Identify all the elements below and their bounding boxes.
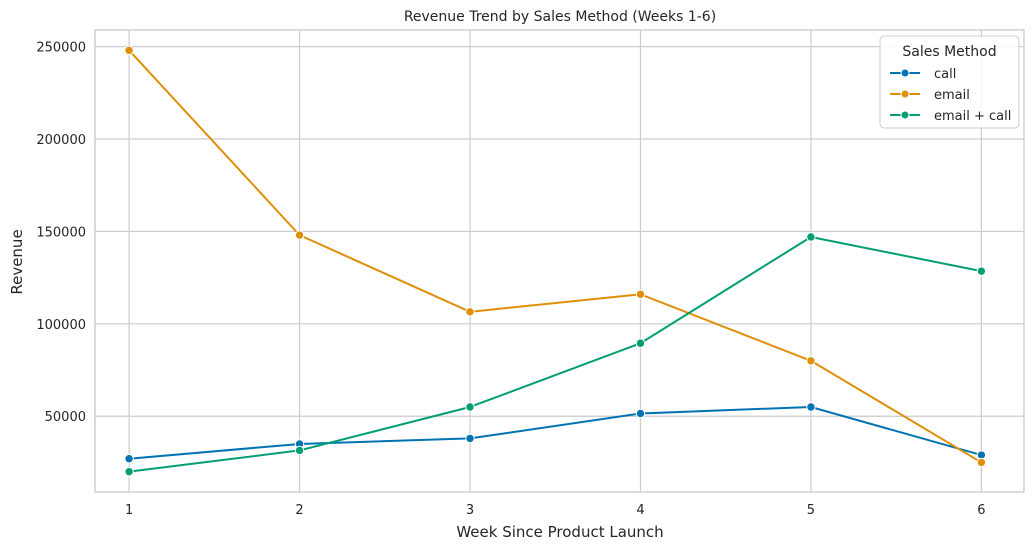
legend-title: Sales Method — [902, 44, 996, 60]
data-point — [635, 408, 646, 419]
legend-label: email — [934, 88, 970, 103]
x-axis-label: Week Since Product Launch — [456, 523, 663, 541]
data-point — [465, 307, 475, 317]
series-email — [124, 45, 987, 468]
x-tick-label: 5 — [807, 503, 815, 518]
y-axis-label: Revenue — [8, 229, 26, 294]
data-point — [124, 454, 134, 464]
legend-label: email + call — [934, 109, 1011, 124]
y-tick-label: 200000 — [36, 133, 86, 148]
legend-marker-swatch — [900, 89, 910, 99]
data-point — [465, 433, 475, 444]
data-point — [635, 338, 646, 348]
legend-box — [879, 35, 1020, 129]
data-point — [124, 45, 134, 56]
legend: Sales Method call email email + call — [879, 35, 1020, 129]
data-point — [635, 289, 646, 299]
plot-frame — [94, 29, 1025, 493]
data-point — [294, 230, 305, 240]
y-tick-label: 50000 — [45, 410, 86, 425]
series-line-email — [128, 49, 982, 464]
y-tick-label: 150000 — [36, 225, 86, 240]
data-point — [806, 402, 816, 412]
data-point — [806, 232, 816, 242]
y-tick-label: 100000 — [36, 318, 86, 333]
data-point — [465, 402, 475, 412]
data-point — [976, 457, 987, 468]
legend-marker-swatch — [900, 110, 910, 120]
tick-layer: 1 2 3 4 5 6 50000 100000 150000 200000 250000 — [36, 41, 985, 518]
legend-item-email-call: email + call — [890, 109, 1011, 124]
x-tick-label: 3 — [466, 503, 474, 518]
data-point — [294, 445, 305, 456]
chart-title: Revenue Trend by Sales Method (Weeks 1-6… — [404, 9, 716, 25]
legend-items: call email email + call — [890, 67, 1011, 124]
legend-label: call — [934, 67, 956, 82]
data-point — [124, 466, 134, 477]
y-tick-label: 250000 — [36, 41, 86, 56]
x-tick-label: 1 — [125, 503, 133, 518]
legend-item-email: email — [890, 88, 970, 103]
x-tick-label: 2 — [295, 503, 303, 518]
x-tick-label: 4 — [636, 503, 644, 518]
series-line-call — [129, 405, 982, 460]
legend-marker-swatch — [900, 68, 910, 78]
series-line-email-call — [128, 235, 982, 473]
series-email-call — [124, 232, 987, 477]
x-tick-label: 6 — [977, 503, 985, 518]
data-point — [976, 266, 987, 276]
legend-item-call: call — [890, 67, 956, 82]
series-layer — [124, 45, 987, 477]
data-point — [806, 356, 816, 366]
series-call — [124, 402, 987, 464]
